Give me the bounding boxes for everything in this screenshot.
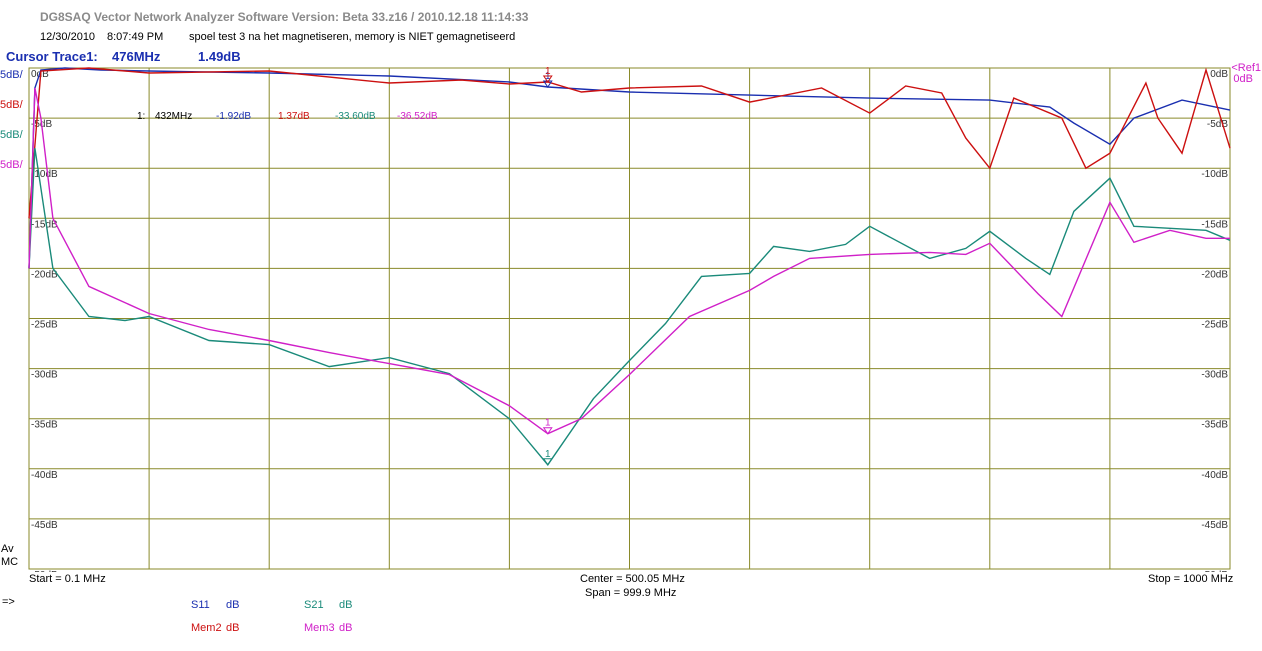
series-line-mem2 bbox=[28, 67, 1231, 219]
marker-readout-index: 1: bbox=[137, 111, 145, 122]
y-tick-label-left: -30dB bbox=[31, 370, 58, 381]
marker-triangle-s11 bbox=[542, 80, 553, 88]
marker-triangle-mem3 bbox=[542, 427, 553, 435]
start-frequency: Start = 0.1 MHz bbox=[29, 573, 106, 585]
measurement-date: 12/30/2010 bbox=[40, 31, 96, 43]
window-title: DG8SAQ Vector Network Analyzer Software … bbox=[40, 10, 529, 24]
marker-readout-value: -33.60dB bbox=[335, 111, 376, 122]
measurement-time: 8:07:49 PM bbox=[107, 31, 164, 43]
y-tick-label-right: -15dB bbox=[1201, 219, 1228, 230]
y-tick-label-right: 0dB bbox=[1210, 69, 1228, 80]
ref-value: 0dB bbox=[1233, 73, 1253, 85]
y-tick-label-left: -45dB bbox=[31, 520, 58, 531]
y-tick-label-right: -50dB bbox=[1201, 570, 1228, 572]
legend-s21-name[interactable]: S21 bbox=[304, 599, 324, 611]
scale-label-left: 5dB/ bbox=[0, 129, 24, 141]
series-line-mem3 bbox=[28, 87, 1230, 435]
cursor-value: 1.49dB bbox=[198, 49, 241, 64]
legend-mem2-name[interactable]: Mem2 bbox=[191, 622, 222, 634]
y-tick-label-right: -40dB bbox=[1201, 470, 1228, 481]
y-tick-label-right: -30dB bbox=[1201, 370, 1228, 381]
y-tick-label-left: -20dB bbox=[31, 269, 58, 280]
vna-plot[interactable]: 0dB 0dB-5dB -5dB-10dB -10dB-15dB -15dB-20dB -… bbox=[0, 62, 1262, 572]
stop-frequency: Stop = 1000 MHz bbox=[1148, 573, 1234, 585]
center-frequency: Center = 500.05 MHz bbox=[580, 573, 685, 585]
marker-label-mem3: 1 bbox=[545, 418, 551, 429]
legend-mem3-unit[interactable]: dB bbox=[339, 622, 353, 634]
legend-s11-name[interactable]: S11 bbox=[191, 599, 210, 611]
y-tick-label-left: -35dB bbox=[31, 420, 58, 431]
ref-label: <Ref1 bbox=[1231, 62, 1261, 74]
scale-label-left: 5dB/ bbox=[0, 99, 24, 111]
y-tick-label-left: -15dB bbox=[31, 219, 58, 230]
legend-s11-unit[interactable]: dB bbox=[226, 599, 240, 611]
y-tick-label-right: -10dB bbox=[1201, 169, 1228, 180]
y-tick-label-right: -25dB bbox=[1201, 320, 1228, 331]
scale-label-left: 5dB/ bbox=[0, 69, 24, 81]
y-tick-label-right: -35dB bbox=[1201, 420, 1228, 431]
marker-label-s21: 1 bbox=[545, 449, 551, 460]
y-tick-label-left: -10dB bbox=[31, 169, 58, 180]
marker-readout-value: 1.37dB bbox=[278, 111, 310, 122]
legend-mem2-unit[interactable]: dB bbox=[226, 622, 240, 634]
marker-triangle-mem2 bbox=[542, 75, 553, 83]
marker-readout-value: -36.52dB bbox=[397, 111, 438, 122]
marker-label-mem2: 1 bbox=[545, 66, 551, 77]
legend-mem3-name[interactable]: Mem3 bbox=[304, 622, 335, 634]
cursor-frequency: 476MHz bbox=[112, 49, 161, 64]
span-frequency: Span = 999.9 MHz bbox=[585, 587, 677, 599]
y-tick-label-left: -40dB bbox=[31, 470, 58, 481]
series-line-s21 bbox=[28, 148, 1231, 466]
measurement-comment: spoel test 3 na het magnetiseren, memory… bbox=[189, 31, 516, 43]
cursor-trace-label: Cursor Trace1: bbox=[6, 49, 98, 64]
y-tick-label-left: -50dB bbox=[31, 570, 58, 572]
marker-triangle-s21 bbox=[542, 458, 553, 466]
y-tick-label-right: -20dB bbox=[1201, 269, 1228, 280]
input-prompt-arrow: => bbox=[2, 596, 15, 608]
y-tick-label-right: -5dB bbox=[1207, 119, 1228, 130]
mc-label: MC bbox=[1, 556, 19, 568]
av-label: Av bbox=[1, 543, 14, 555]
marker-readout-freq: 432MHz bbox=[155, 111, 192, 122]
marker-readout-value: -1.92dB bbox=[216, 111, 251, 122]
averaging-indicator: Av MC bbox=[1, 543, 18, 569]
marker-label-s11: 1 bbox=[545, 71, 551, 82]
scale-label-left: 5dB/ bbox=[0, 159, 24, 171]
series-line-s11 bbox=[28, 67, 1231, 269]
legend-s21-unit[interactable]: dB bbox=[339, 599, 353, 611]
y-tick-label-left: -25dB bbox=[31, 320, 58, 331]
y-tick-label-right: -45dB bbox=[1201, 520, 1228, 531]
